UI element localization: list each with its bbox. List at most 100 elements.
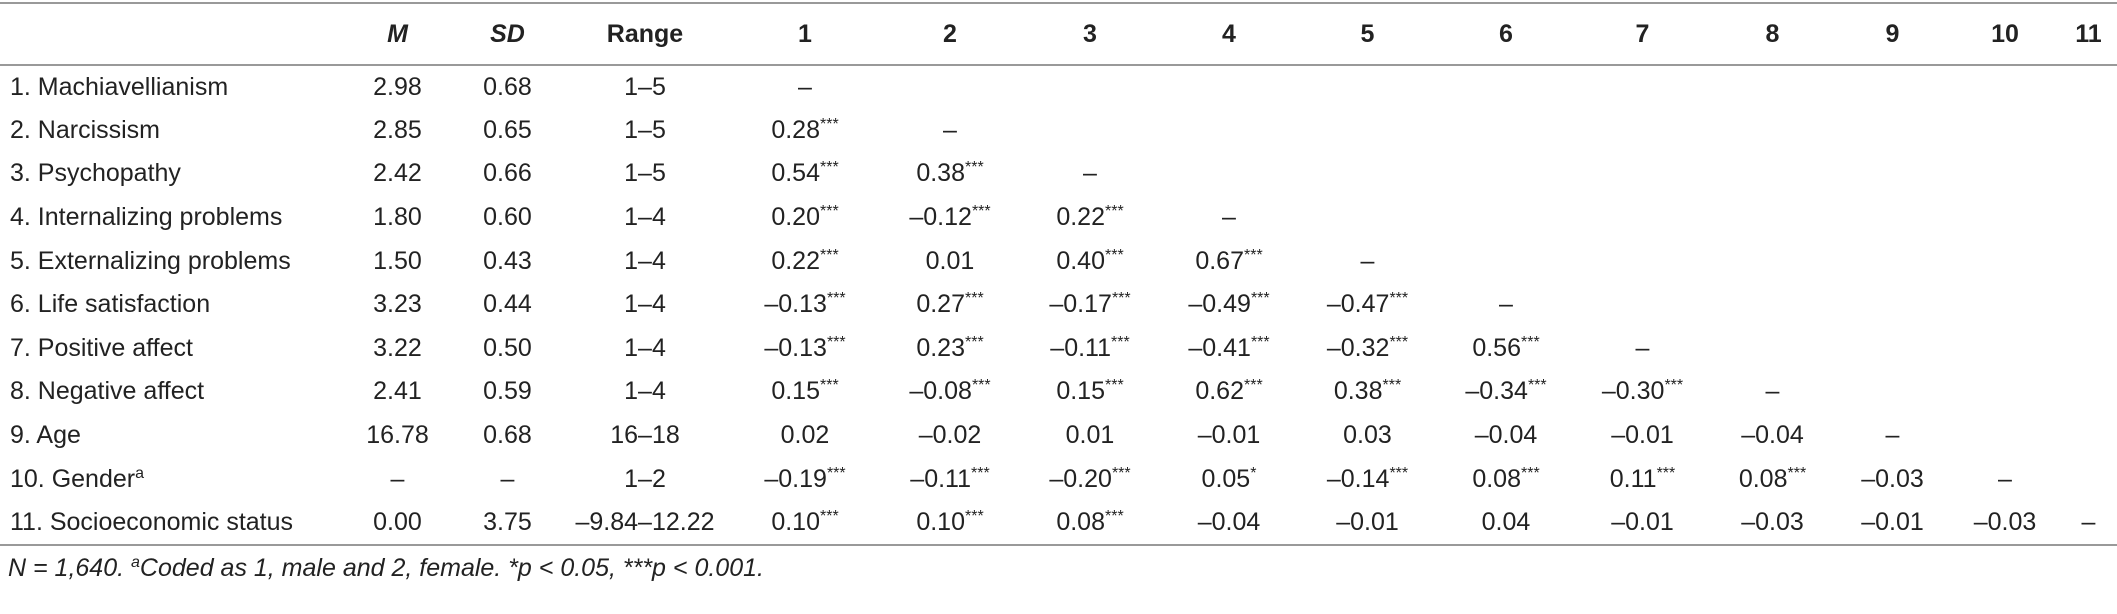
cell-value: 0.62 bbox=[1195, 377, 1244, 406]
table-cell: 0.02 bbox=[780, 421, 830, 450]
cell-value: –0.30 bbox=[1601, 377, 1665, 406]
cell-significance: * bbox=[1250, 464, 1257, 482]
cell-value: 0.40 bbox=[1056, 246, 1105, 275]
table-cell: 0.22*** bbox=[1020, 196, 1160, 240]
table-cell: – bbox=[1360, 246, 1375, 275]
table-cell bbox=[1160, 152, 1298, 196]
cell-significance: *** bbox=[1111, 464, 1131, 482]
table-cell bbox=[1020, 109, 1160, 153]
cell-value: 0.23 bbox=[916, 333, 965, 362]
cell-significance: *** bbox=[1243, 246, 1263, 264]
table-cell: –0.32*** bbox=[1298, 327, 1437, 371]
table-cell: 0.38*** bbox=[880, 152, 1020, 196]
table-cell bbox=[2060, 65, 2117, 109]
table-cell: 1–5 bbox=[624, 72, 666, 101]
table-cell: –0.13*** bbox=[730, 283, 880, 327]
table-cell: –0.08*** bbox=[880, 370, 1020, 414]
table-cell: –0.03 bbox=[1973, 507, 2037, 536]
table-cell bbox=[1298, 196, 1437, 240]
table-cell: 2.41 bbox=[373, 377, 422, 406]
table-row: 2. Narcissism 2.85 0.65 1–5 0.28*** – bbox=[0, 109, 2117, 153]
table-cell: 2.85 bbox=[373, 115, 422, 144]
row-label-text: 10. Gender bbox=[10, 464, 136, 493]
cell-value: 0.27 bbox=[916, 290, 965, 319]
table-cell: –0.13*** bbox=[730, 327, 880, 371]
table-cell bbox=[2060, 196, 2117, 240]
table-cell: 0.67*** bbox=[1160, 239, 1298, 283]
table-cell bbox=[2060, 457, 2117, 501]
table-cell bbox=[1950, 196, 2060, 240]
cell-value: 0.20 bbox=[771, 203, 820, 232]
table-cell bbox=[1020, 65, 1160, 109]
cell-value: –0.08 bbox=[909, 377, 972, 406]
table-cell: –0.14*** bbox=[1298, 457, 1437, 501]
table-cell bbox=[1835, 152, 1950, 196]
row-label: 9. Age bbox=[0, 414, 340, 458]
cell-value: 0.38 bbox=[1333, 377, 1383, 406]
table-cell bbox=[1835, 239, 1950, 283]
cell-significance: *** bbox=[1111, 290, 1131, 308]
cell-significance: *** bbox=[964, 333, 984, 351]
table-cell: –0.49*** bbox=[1160, 283, 1298, 327]
table-cell bbox=[1835, 327, 1950, 371]
table-cell: 1–5 bbox=[624, 159, 666, 188]
table-cell: 1–4 bbox=[624, 377, 666, 406]
cell-value: 0.08 bbox=[1738, 464, 1788, 493]
cell-value: –0.12 bbox=[909, 203, 972, 232]
header-cell: M bbox=[387, 19, 408, 48]
table-cell: 1–5 bbox=[624, 115, 666, 144]
cell-significance: *** bbox=[1104, 246, 1124, 264]
table-cell: 0.38*** bbox=[1298, 370, 1437, 414]
table-cell: 1–4 bbox=[624, 203, 666, 232]
cell-significance: *** bbox=[971, 377, 991, 395]
table-cell: – bbox=[1222, 203, 1236, 232]
cell-significance: *** bbox=[1389, 464, 1409, 482]
header-cell: 10 bbox=[1991, 19, 2019, 48]
correlation-table: M SD Range 1 2 3 4 5 6 7 8 9 10 11 1. Machiavellianis… bbox=[0, 2, 2117, 546]
table-cell: 16.78 bbox=[366, 421, 429, 450]
table-cell: 0.40*** bbox=[1020, 239, 1160, 283]
table-cell: 0.15*** bbox=[730, 370, 880, 414]
cell-value: 0.10 bbox=[771, 507, 820, 536]
table-cell: –0.01 bbox=[1611, 507, 1674, 536]
table-cell bbox=[1835, 370, 1950, 414]
row-label-text: 8. Negative affect bbox=[10, 377, 205, 406]
table-row: 10. Gendera – –1–2 –0.19*** –0.11*** –0.20***… bbox=[0, 457, 2117, 501]
table-cell: 0.66 bbox=[483, 159, 532, 188]
table-cell: 0.22*** bbox=[730, 239, 880, 283]
table-cell: 0.20*** bbox=[730, 196, 880, 240]
cell-value: 0.22 bbox=[771, 246, 820, 275]
table-cell: –0.19*** bbox=[730, 457, 880, 501]
table-cell: –0.34*** bbox=[1437, 370, 1575, 414]
cell-significance: *** bbox=[826, 290, 846, 308]
table-cell: –0.03 bbox=[1861, 464, 1924, 493]
row-label-sup: a bbox=[135, 464, 144, 482]
table-cell: 0.08*** bbox=[1437, 457, 1575, 501]
header-cell: 3 bbox=[1083, 19, 1097, 48]
table-cell: –0.04 bbox=[1474, 421, 1538, 450]
cell-significance: *** bbox=[1664, 377, 1684, 395]
cell-significance: *** bbox=[1104, 507, 1124, 525]
table-cell: – bbox=[1765, 377, 1780, 406]
cell-value: –0.13 bbox=[764, 290, 827, 319]
table-cell bbox=[2060, 370, 2117, 414]
cell-significance: *** bbox=[819, 246, 839, 264]
cell-significance: *** bbox=[819, 377, 839, 395]
table-cell bbox=[1575, 65, 1710, 109]
table-cell: 0.43 bbox=[483, 246, 532, 275]
cell-significance: *** bbox=[1527, 377, 1547, 395]
cell-value: 0.08 bbox=[1472, 464, 1521, 493]
table-cell bbox=[1950, 239, 2060, 283]
table-cell: 0.00 bbox=[373, 507, 422, 536]
table-cell: –0.17*** bbox=[1020, 283, 1160, 327]
table-cell: 3.22 bbox=[373, 333, 422, 362]
cell-value: 0.67 bbox=[1195, 246, 1244, 275]
table-cell: 0.65 bbox=[483, 115, 532, 144]
cell-significance: *** bbox=[1787, 464, 1807, 482]
table-cell bbox=[1710, 196, 1835, 240]
cell-value: –0.41 bbox=[1188, 333, 1251, 362]
table-cell bbox=[1437, 196, 1575, 240]
table-row: 1. Machiavellianism 2.98 0.68 1–5 – bbox=[0, 65, 2117, 109]
header-cell: 8 bbox=[1765, 19, 1780, 48]
table-cell: –0.41*** bbox=[1160, 327, 1298, 371]
